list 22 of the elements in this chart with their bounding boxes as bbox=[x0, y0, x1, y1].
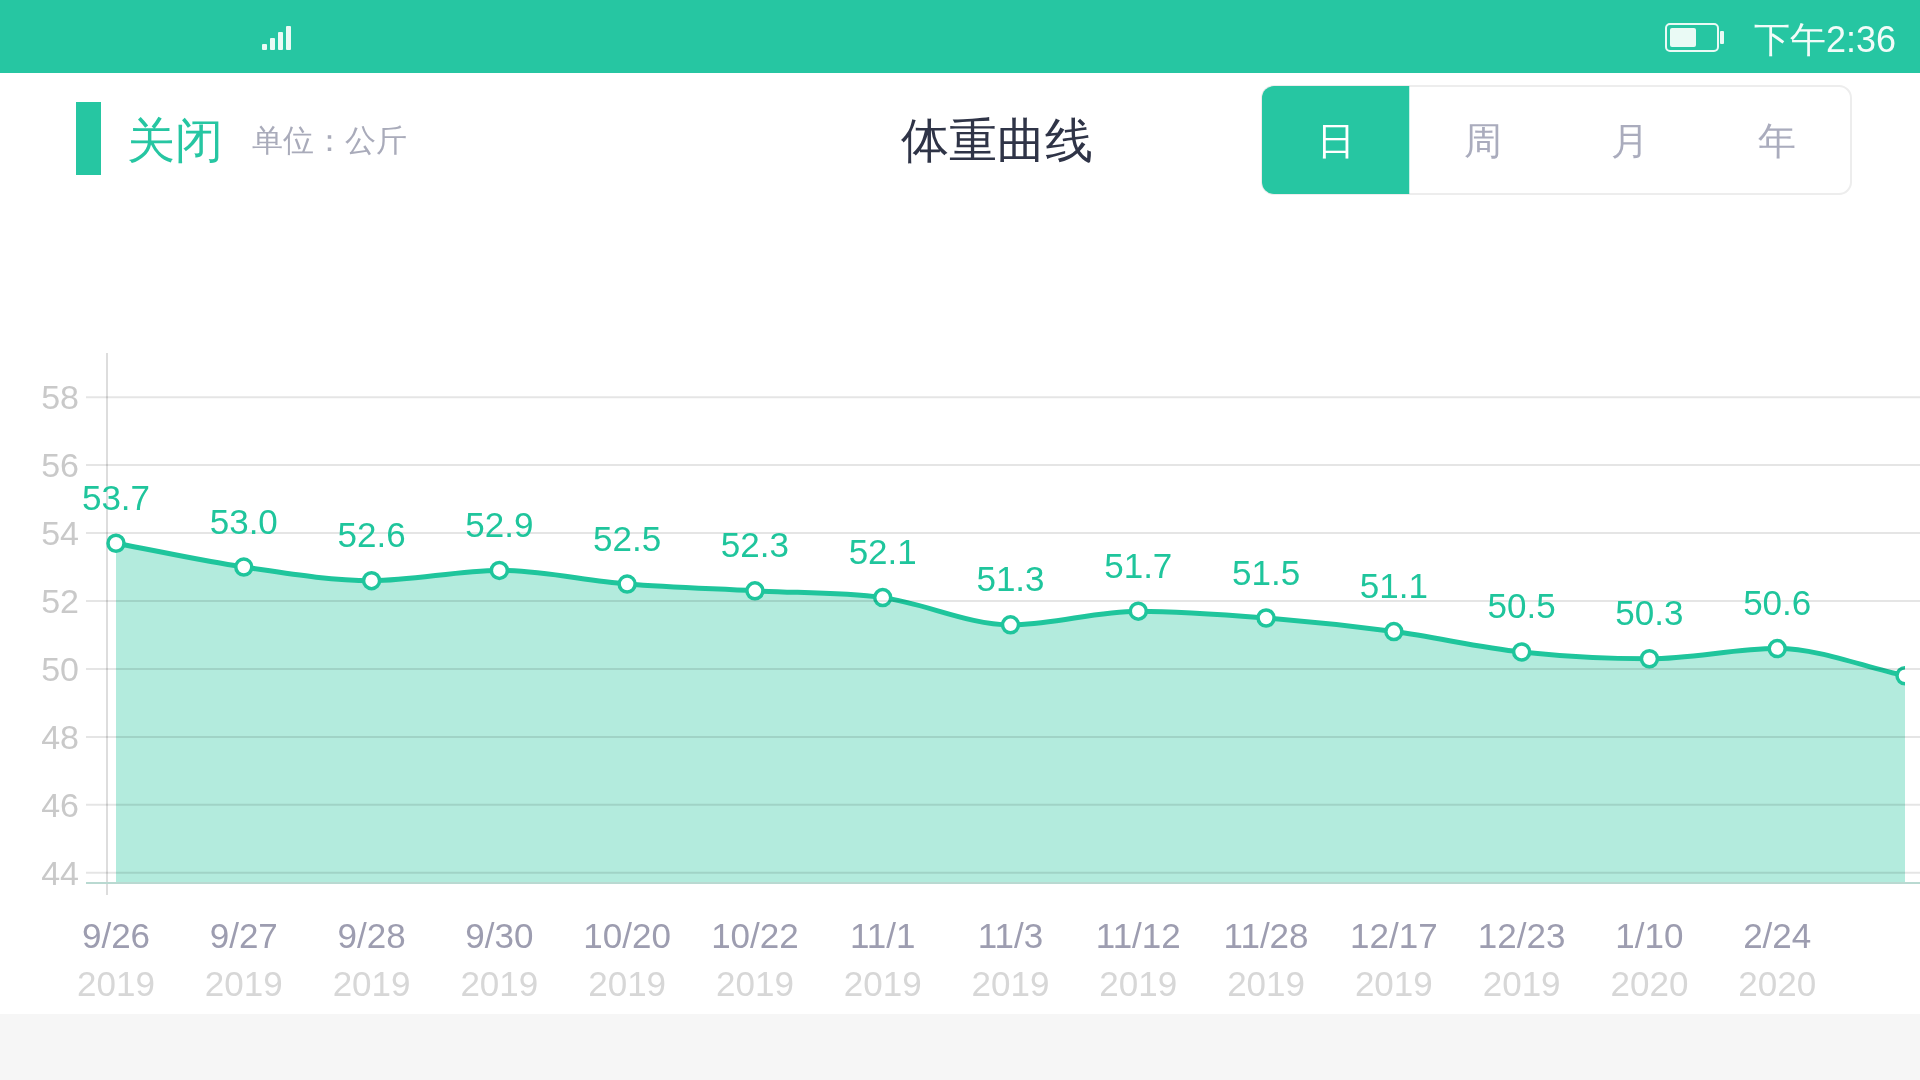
data-label: 52.6 bbox=[337, 515, 406, 555]
data-label: 51.3 bbox=[976, 559, 1045, 599]
data-label: 51.7 bbox=[1104, 545, 1173, 585]
data-label: 53.7 bbox=[81, 477, 151, 517]
data-label: 50.6 bbox=[1743, 583, 1812, 623]
data-label: 52.9 bbox=[465, 504, 534, 544]
data-label: 52.3 bbox=[720, 525, 789, 565]
data-label: 53.0 bbox=[209, 501, 278, 541]
data-label: 50.3 bbox=[1615, 593, 1684, 633]
text: 关闭 bbox=[127, 113, 223, 167]
text: 周 bbox=[1463, 120, 1502, 162]
data-label: 50.5 bbox=[1487, 586, 1556, 626]
text: 下午2:36 bbox=[1753, 18, 1896, 60]
text: 日 bbox=[1316, 120, 1355, 162]
chart-title: 体重曲线 bbox=[901, 113, 1093, 167]
data-label: 52.1 bbox=[848, 532, 917, 572]
data-label: 51.1 bbox=[1359, 566, 1428, 606]
text: 单位：公斤 bbox=[252, 122, 407, 158]
text: 月 bbox=[1611, 120, 1650, 162]
data-label: 51.5 bbox=[1232, 552, 1301, 592]
text: 年 bbox=[1758, 120, 1797, 162]
data-label: 52.5 bbox=[593, 518, 662, 558]
